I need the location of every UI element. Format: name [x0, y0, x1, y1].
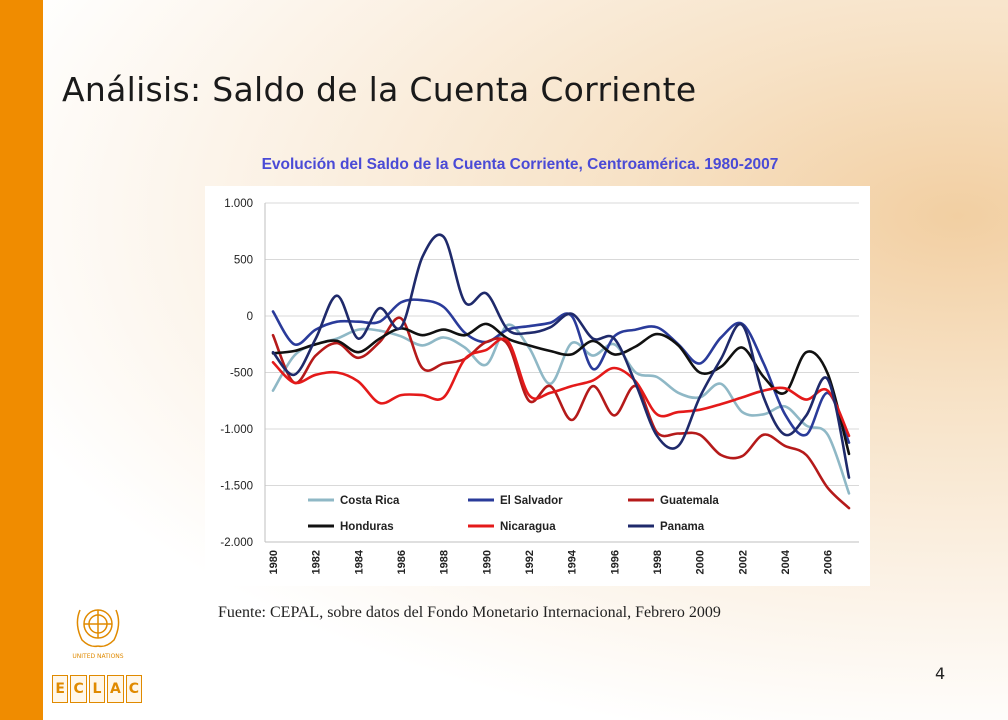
series-line-panama	[271, 233, 851, 479]
x-tick-label: 1980	[268, 550, 280, 574]
x-tick-label: 2004	[780, 549, 792, 574]
x-tick-label: 1992	[524, 550, 536, 574]
eclac-letter: A	[107, 675, 124, 703]
x-tick-label: 1988	[439, 550, 451, 574]
x-tick-label: 2000	[695, 550, 707, 574]
slide-title: Análisis: Saldo de la Cuenta Corriente	[62, 70, 697, 109]
y-tick-label: 500	[234, 255, 253, 267]
series-line-honduras	[271, 322, 851, 456]
y-tick-label: -2.000	[220, 537, 253, 549]
page-number: 4	[935, 664, 946, 683]
line-chart: 1.000 500 0 -500 -1.000 -1.500 -2.000 1980 1982 1…	[220, 198, 859, 574]
y-tick-label: -1.500	[220, 481, 253, 493]
eclac-letter: C	[125, 675, 143, 703]
legend-label: Guatemala	[660, 495, 719, 507]
source-note: Fuente: CEPAL, sobre datos del Fondo Mon…	[218, 604, 721, 621]
x-tick-label: 2006	[823, 550, 835, 574]
series-line-guatemala	[271, 316, 851, 510]
un-logo-text: UNITED NATIONS	[72, 653, 123, 660]
eclac-letter: E	[52, 675, 69, 703]
x-tick-label: 1994	[567, 549, 579, 574]
legend-label: Nicaragua	[500, 521, 556, 533]
orange-side-bar	[0, 0, 43, 720]
series-line-costa-rica	[271, 323, 851, 495]
x-tick-label: 1982	[311, 550, 323, 574]
x-tick-label: 1990	[481, 550, 493, 574]
chart-title: Evolución del Saldo de la Cuenta Corrien…	[261, 156, 779, 173]
x-tick-label: 1986	[396, 550, 408, 574]
eclac-logo: E C L A C	[52, 675, 143, 703]
y-tick-label: -500	[230, 368, 253, 380]
y-tick-label: -1.000	[220, 424, 253, 436]
eclac-letter: C	[70, 675, 87, 703]
y-tick-label: 1.000	[224, 198, 253, 210]
series-line-el-salvador	[271, 298, 851, 444]
x-tick-label: 1996	[609, 550, 621, 574]
eclac-letter: L	[88, 675, 106, 703]
united-nations-emblem-icon: UNITED NATIONS	[58, 600, 138, 660]
legend-label: Panama	[660, 521, 705, 533]
x-tick-label: 2002	[737, 550, 749, 574]
legend-label: Costa Rica	[340, 495, 400, 507]
x-tick-label: 1984	[353, 549, 365, 574]
series-line-nicaragua	[271, 337, 851, 438]
legend-label: Honduras	[340, 521, 394, 533]
x-tick-label: 1998	[652, 550, 664, 574]
chart-area: 1.000 500 0 -500 -1.000 -1.500 -2.000 1980 1982 1…	[205, 186, 870, 586]
legend-label: El Salvador	[500, 495, 563, 507]
y-tick-label: 0	[247, 311, 253, 323]
